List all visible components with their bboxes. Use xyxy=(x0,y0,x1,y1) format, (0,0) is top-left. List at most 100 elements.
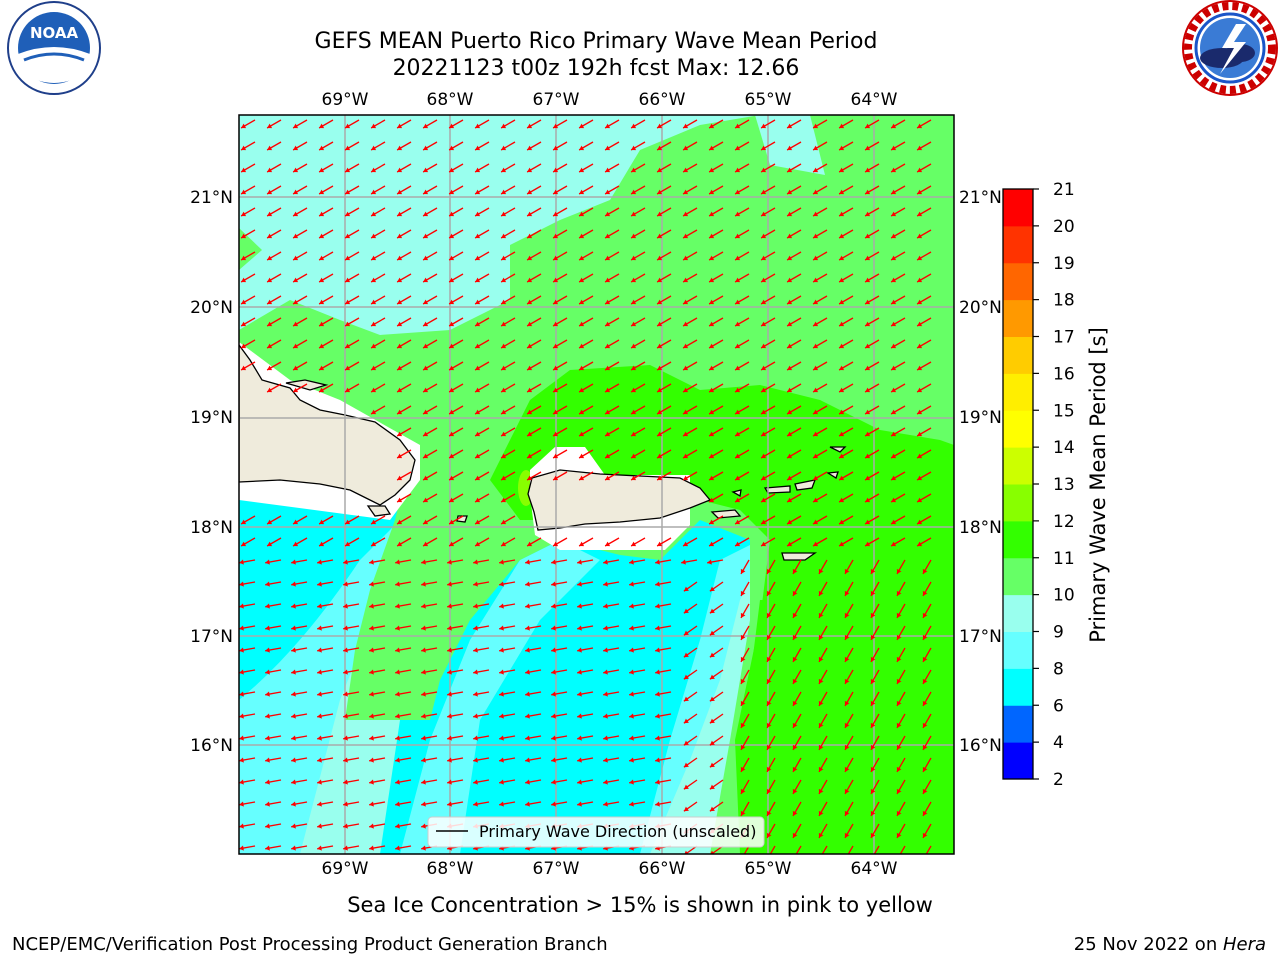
wave-arrowhead xyxy=(818,612,824,618)
wave-arrowhead xyxy=(865,365,871,371)
wave-arrowhead xyxy=(449,541,455,547)
wave-arrowhead xyxy=(735,189,741,195)
wave-arrowhead xyxy=(397,233,403,239)
wave-arrowhead xyxy=(423,123,429,129)
wave-arrowhead xyxy=(447,735,452,741)
wave-arrowhead xyxy=(605,123,611,129)
wave-arrowhead xyxy=(605,211,611,217)
wave-arrowhead xyxy=(709,541,715,547)
wave-arrowhead xyxy=(655,603,660,609)
noaa-logo-text: NOAA xyxy=(30,24,79,42)
wave-arrowhead xyxy=(735,145,741,151)
wave-arrowhead xyxy=(475,211,481,217)
wave-arrowhead xyxy=(818,678,824,684)
wave-arrowhead xyxy=(421,757,426,763)
wave-arrowhead xyxy=(241,277,247,283)
lat-label: 20°N xyxy=(190,298,233,318)
wave-arrowhead xyxy=(761,519,767,525)
wave-arrowhead xyxy=(839,431,845,437)
wave-arrowhead xyxy=(839,343,845,349)
wave-arrowhead xyxy=(709,453,715,459)
wave-arrowhead xyxy=(844,722,850,728)
wave-arrowhead xyxy=(709,608,715,614)
map-frame xyxy=(238,114,955,855)
wave-arrowhead xyxy=(241,321,247,327)
wave-arrowhead xyxy=(844,568,850,574)
wave-arrowhead xyxy=(787,541,793,547)
wave-arrowhead xyxy=(421,823,426,829)
wave-arrowhead xyxy=(896,590,902,596)
wave-arrowhead xyxy=(525,669,530,675)
wave-arrowhead xyxy=(891,123,897,129)
wave-arrowhead xyxy=(761,167,767,173)
colorbar: 2 4 6 8 9 10 11 12 13 14 15 16 17 18 19 20 21 xyxy=(1002,180,1075,790)
wave-arrowhead xyxy=(605,343,611,349)
wave-arrowhead xyxy=(629,603,634,609)
wave-arrowhead xyxy=(657,475,663,481)
wave-arrowhead xyxy=(527,541,533,547)
wave-arrowhead xyxy=(922,590,928,596)
wave-arrowhead xyxy=(475,145,481,151)
wave-arrowhead xyxy=(922,568,928,574)
wave-arrowhead xyxy=(865,497,871,503)
wave-arrowhead xyxy=(525,779,530,785)
wave-arrowhead xyxy=(293,167,299,173)
wave-arrowhead xyxy=(761,123,767,129)
wave-arrowhead xyxy=(369,801,374,807)
wave-arrowhead xyxy=(683,696,689,702)
colorbar-segment xyxy=(1003,262,1033,301)
wave-arrowhead xyxy=(657,255,663,261)
colorbar-tick-label: 16 xyxy=(1053,364,1075,384)
wave-arrow xyxy=(795,845,802,854)
wave-arrowhead xyxy=(473,713,478,719)
wave-arrowhead xyxy=(605,321,611,327)
wave-arrowhead xyxy=(475,321,481,327)
wave-arrowhead xyxy=(792,678,798,684)
wave-arrowhead xyxy=(629,625,634,631)
wave-arrowhead xyxy=(265,713,270,719)
wave-arrowhead xyxy=(579,145,585,151)
wave-arrowhead xyxy=(241,541,247,547)
wave-arrowhead xyxy=(421,713,426,719)
wave-arrowhead xyxy=(761,343,767,349)
wave-arrowhead xyxy=(317,625,322,631)
wave-arrowhead xyxy=(527,299,533,305)
wave-arrowhead xyxy=(683,630,689,636)
wave-arrowhead xyxy=(319,123,325,129)
wave-arrowhead xyxy=(291,581,296,587)
wave-arrowhead xyxy=(761,299,767,305)
wave-arrowhead xyxy=(241,167,247,173)
wave-arrowhead xyxy=(896,612,902,618)
wave-arrowhead xyxy=(603,647,608,653)
wave-arrowhead xyxy=(896,722,902,728)
wave-arrowhead xyxy=(844,656,850,662)
wave-arrowhead xyxy=(475,387,481,393)
wave-arrowhead xyxy=(501,365,507,371)
wave-arrowhead xyxy=(395,779,400,785)
wave-arrowhead xyxy=(865,541,871,547)
wave-arrowhead xyxy=(865,431,871,437)
wave-arrowhead xyxy=(891,321,897,327)
wave-arrowhead xyxy=(501,145,507,151)
wave-arrowhead xyxy=(709,123,715,129)
wave-arrowhead xyxy=(527,233,533,239)
wave-arrowhead xyxy=(579,167,585,173)
wave-arrowhead xyxy=(870,832,876,838)
wave-arrowhead xyxy=(473,779,478,785)
wave-arrowhead xyxy=(683,453,689,459)
wave-arrowhead xyxy=(813,145,819,151)
wave-arrowhead xyxy=(421,735,426,741)
wave-arrowhead xyxy=(605,167,611,173)
wave-arrowhead xyxy=(343,669,348,675)
wave-arrowhead xyxy=(740,678,746,684)
wave-arrowhead xyxy=(395,735,400,741)
wave-arrowhead xyxy=(449,409,455,415)
wave-arrowhead xyxy=(891,189,897,195)
wave-arrowhead xyxy=(397,299,403,305)
colorbar-segment xyxy=(1003,225,1033,264)
wave-arrowhead xyxy=(501,453,507,459)
wave-arrowhead xyxy=(525,581,530,587)
wave-arrowhead xyxy=(317,691,322,697)
wave-arrowhead xyxy=(917,145,923,151)
colorbar-segment xyxy=(1003,336,1033,374)
